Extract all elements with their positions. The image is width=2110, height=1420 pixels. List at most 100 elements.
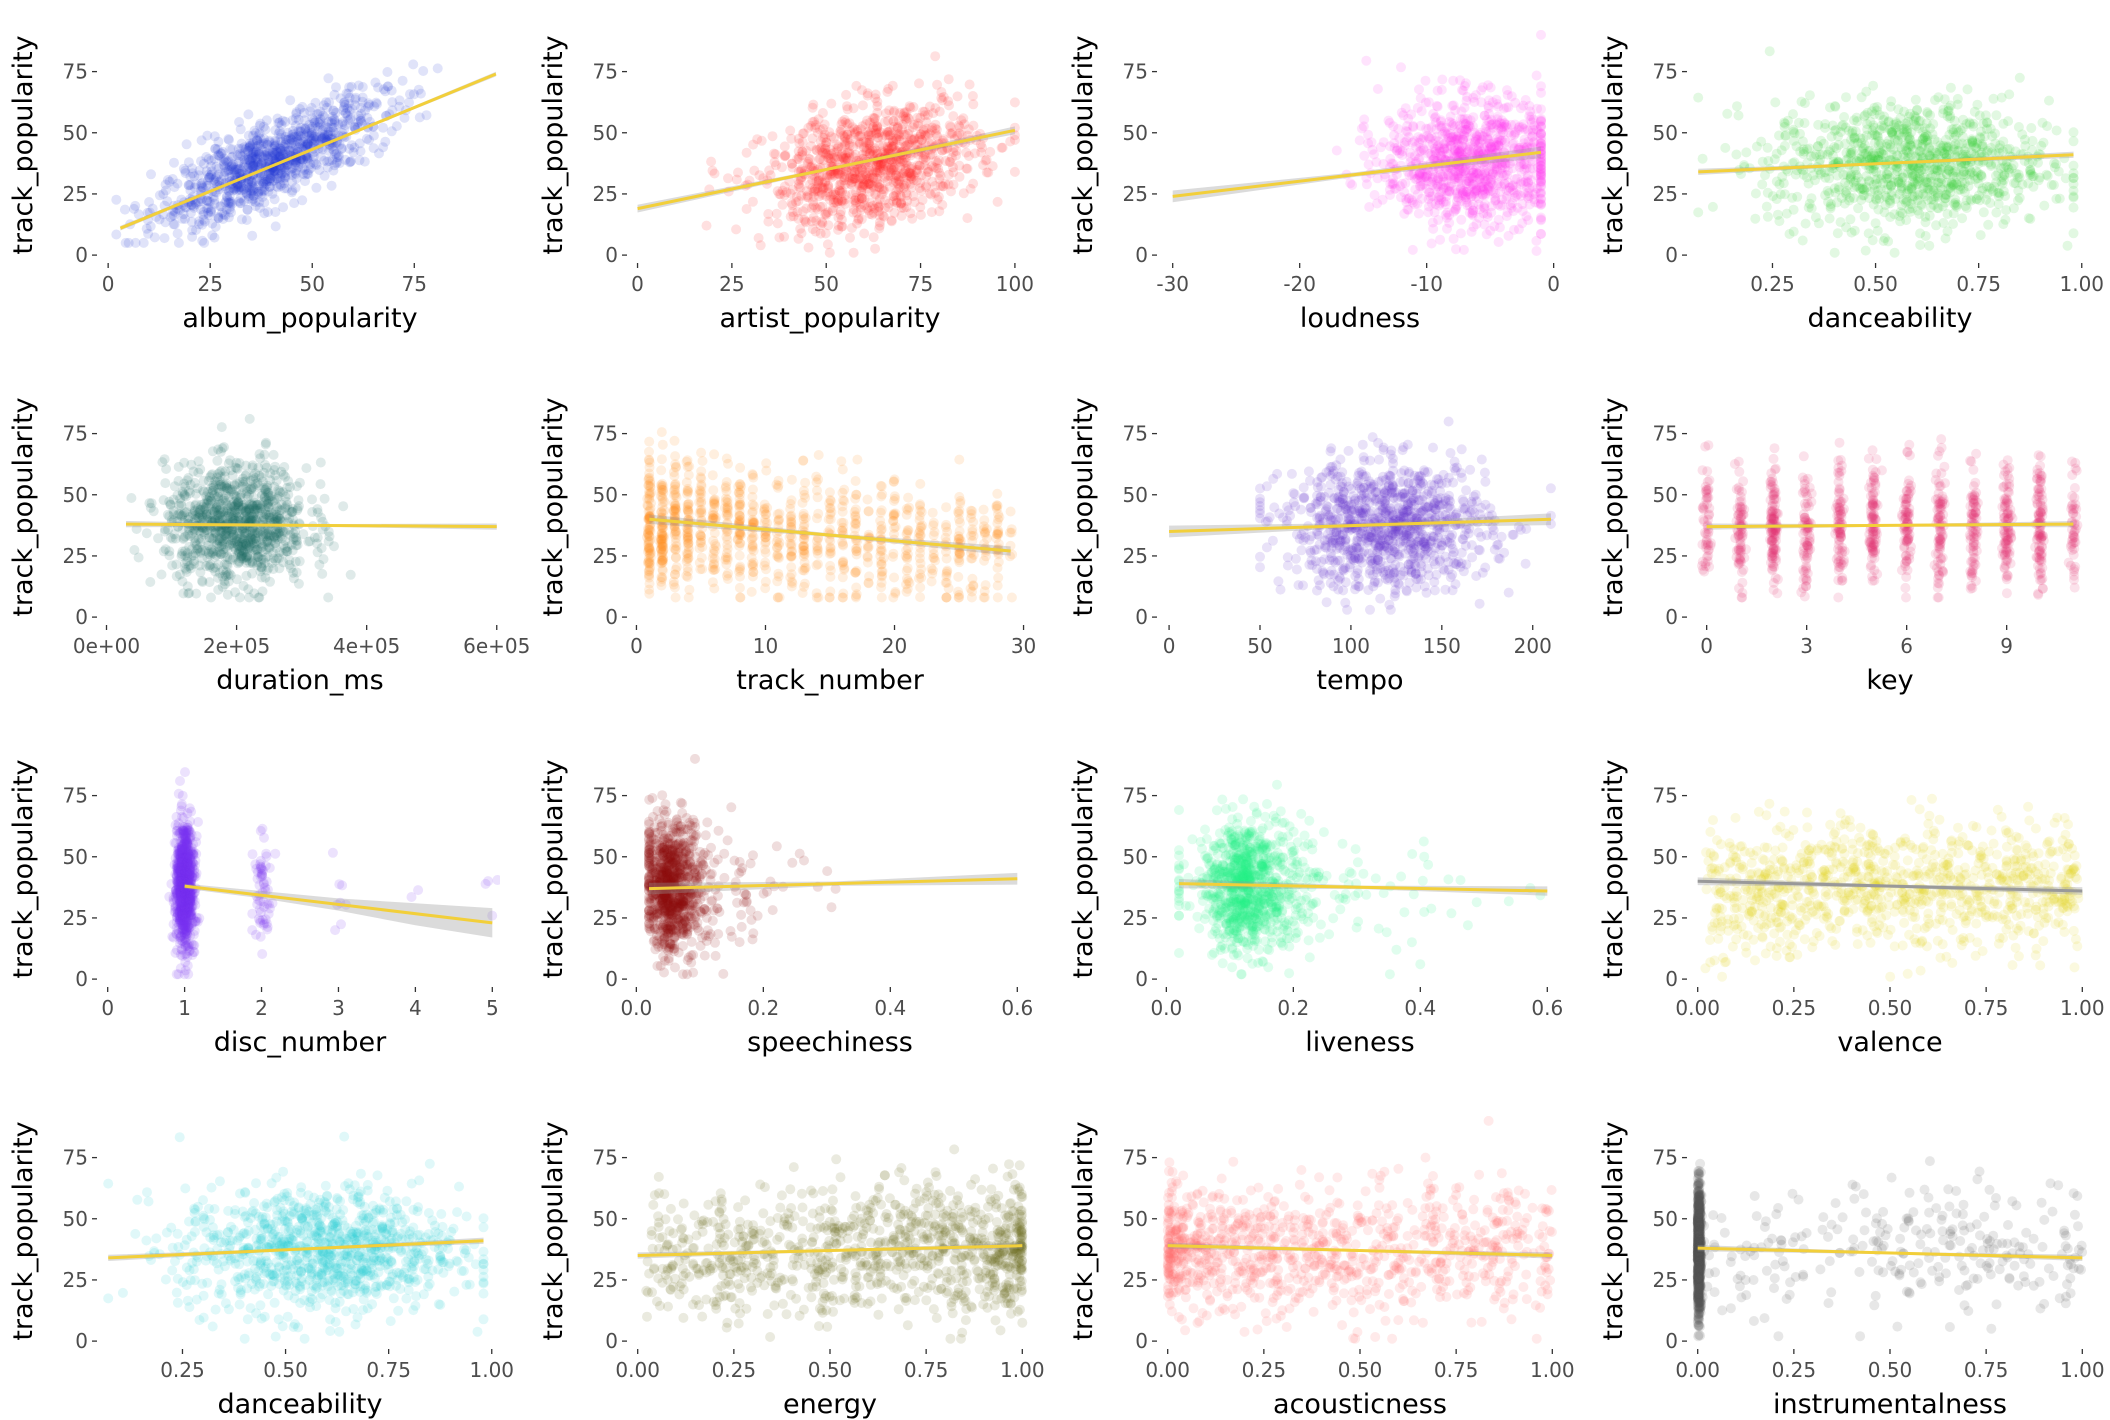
data-point <box>889 105 900 116</box>
data-point <box>969 148 980 159</box>
data-point <box>331 158 342 169</box>
data-point <box>992 196 1003 207</box>
data-point <box>848 151 859 162</box>
data-point <box>871 189 881 200</box>
data-point <box>733 167 743 178</box>
data-point <box>258 176 269 187</box>
data-point <box>1910 94 1921 105</box>
data-point <box>187 163 198 174</box>
data-point <box>298 136 309 147</box>
data-point <box>849 173 860 184</box>
data-point <box>2026 123 2037 133</box>
data-point <box>948 143 959 154</box>
data-point <box>189 171 200 182</box>
data-point <box>1471 219 1482 230</box>
data-point <box>1528 189 1539 200</box>
data-point <box>169 182 180 193</box>
data-point <box>144 197 155 207</box>
data-point <box>1510 192 1521 203</box>
data-point <box>201 203 212 214</box>
data-point <box>1764 46 1775 57</box>
data-point <box>902 112 913 123</box>
data-point <box>1445 162 1456 173</box>
data-point <box>1806 151 1816 162</box>
data-point <box>1499 178 1510 189</box>
data-point <box>859 174 869 185</box>
data-point <box>293 136 303 147</box>
data-point <box>863 139 874 150</box>
data-point <box>856 193 867 204</box>
data-point <box>827 157 838 168</box>
data-point <box>1536 128 1546 139</box>
plot-area <box>1693 46 2079 258</box>
data-point <box>218 156 229 167</box>
data-point <box>927 122 938 133</box>
data-point <box>228 159 238 170</box>
data-point <box>793 213 804 224</box>
data-point <box>1497 168 1507 179</box>
data-point <box>1536 135 1546 145</box>
data-point <box>197 182 208 193</box>
data-point <box>875 158 886 169</box>
data-point <box>1536 174 1546 185</box>
data-point <box>777 162 787 173</box>
data-point <box>208 191 219 202</box>
data-point <box>848 247 859 258</box>
data-point <box>328 122 339 133</box>
data-point <box>842 119 853 130</box>
data-point <box>243 145 254 156</box>
data-point <box>205 207 216 218</box>
data-point <box>314 559 325 570</box>
data-point <box>938 92 949 102</box>
data-point <box>779 141 790 152</box>
data-point <box>1798 144 1809 155</box>
data-point <box>819 129 830 140</box>
data-point <box>317 133 328 144</box>
data-point <box>120 237 131 248</box>
data-point <box>852 218 862 229</box>
data-point <box>310 97 321 108</box>
data-point <box>824 194 835 205</box>
data-point <box>841 153 852 164</box>
data-point <box>913 118 923 129</box>
data-point <box>1468 179 1479 190</box>
data-point <box>1762 187 1773 198</box>
data-point <box>893 171 904 182</box>
data-point <box>836 196 847 207</box>
data-point <box>1415 171 1425 182</box>
data-point <box>167 174 178 184</box>
data-point <box>1454 146 1465 157</box>
data-point <box>977 142 987 153</box>
data-point <box>206 161 217 172</box>
data-point <box>219 166 230 177</box>
data-point <box>247 181 257 191</box>
data-point <box>345 156 356 167</box>
data-point <box>1867 235 1878 246</box>
data-point <box>277 115 288 126</box>
data-point <box>308 157 319 168</box>
x-tick-label: 0.75 <box>1956 272 2001 296</box>
data-point <box>329 115 340 126</box>
data-point <box>191 179 201 190</box>
data-point <box>889 207 900 218</box>
data-point <box>1522 182 1533 193</box>
data-point <box>327 143 338 154</box>
data-point <box>181 202 192 213</box>
data-point <box>399 112 410 123</box>
data-point <box>256 143 267 154</box>
data-point <box>269 175 280 186</box>
data-point <box>287 115 298 126</box>
data-point <box>327 111 338 122</box>
data-point <box>397 75 408 86</box>
data-point <box>850 127 860 138</box>
data-point <box>1482 174 1493 185</box>
data-point <box>885 130 896 140</box>
data-point <box>763 209 774 219</box>
data-point <box>276 180 287 191</box>
data-point <box>924 128 935 139</box>
data-point <box>345 156 356 167</box>
x-tick-label: 50 <box>813 272 838 296</box>
data-point <box>848 141 859 152</box>
data-point <box>818 183 829 194</box>
data-point <box>905 179 916 189</box>
